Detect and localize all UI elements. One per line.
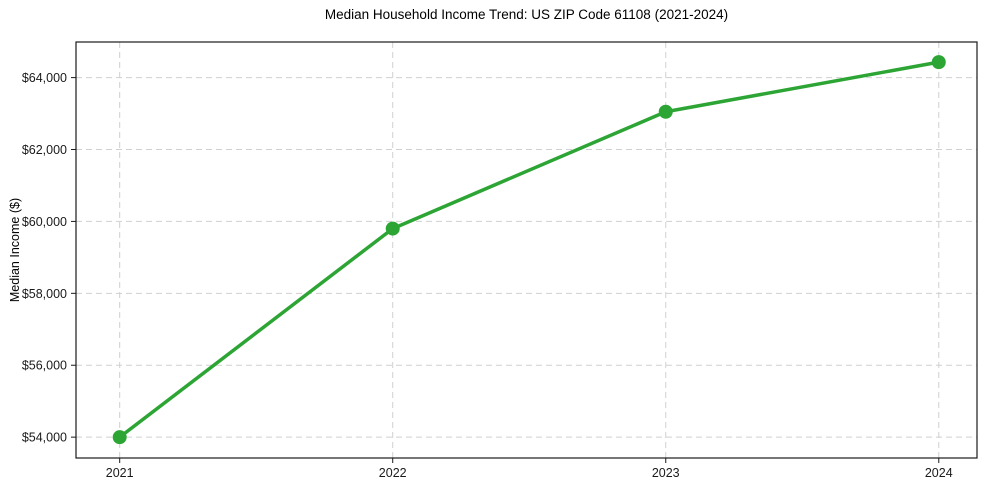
x-tick-label: 2023 (652, 466, 680, 480)
y-tick-label: $54,000 (22, 431, 67, 445)
y-tick-label: $64,000 (22, 71, 67, 85)
y-tick-label: $58,000 (22, 287, 67, 301)
x-tick-label: 2021 (106, 466, 134, 480)
data-point-2023 (658, 104, 673, 119)
x-tick-label: 2024 (925, 466, 953, 480)
trend-line (117, 60, 941, 439)
y-tick-label: $60,000 (22, 215, 67, 229)
data-point-2022 (385, 221, 400, 236)
plot-frame (75, 41, 978, 459)
data-point-2021 (112, 430, 127, 445)
chart-title: Median Household Income Trend: US ZIP Co… (324, 7, 729, 22)
y-tick-label: $56,000 (22, 359, 67, 373)
x-tick-label: 2022 (379, 466, 407, 480)
y-tick-label: $62,000 (22, 143, 67, 157)
data-point-2024 (931, 55, 946, 70)
